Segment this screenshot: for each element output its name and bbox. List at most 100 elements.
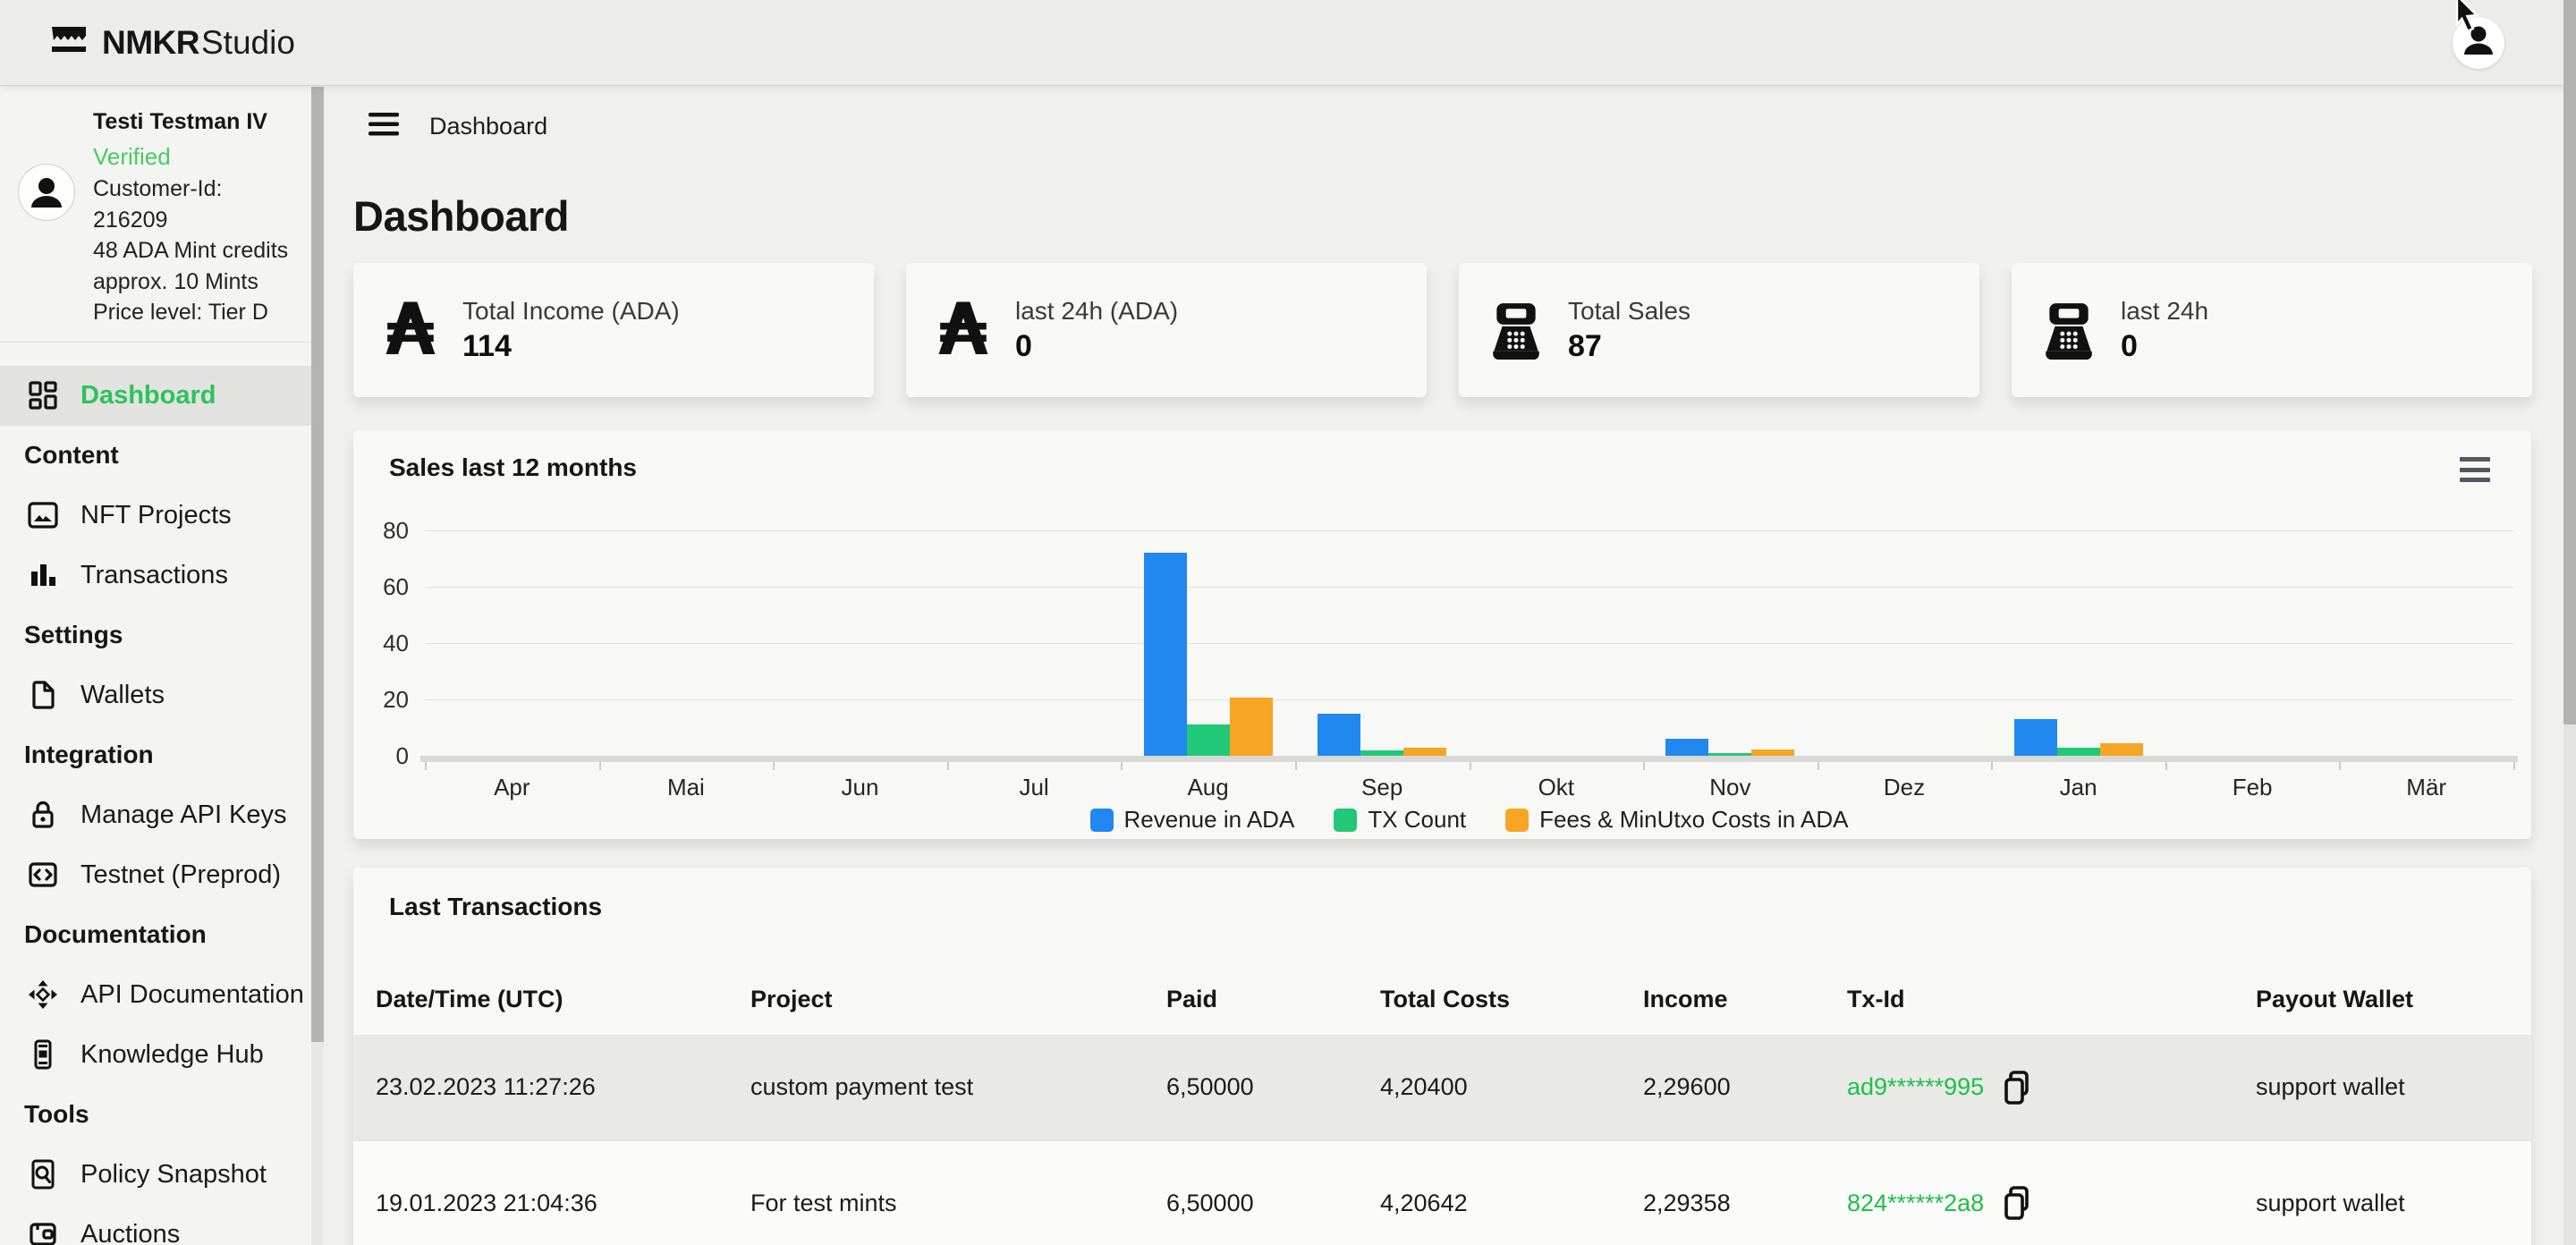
ada-icon: ₳ [378, 294, 443, 366]
legend-swatch [1334, 809, 1357, 832]
legend-label: Fees & MinUtxo Costs in ADA [1539, 806, 1848, 834]
wallet-icon [25, 1218, 61, 1245]
sidebar-user-avatar[interactable] [18, 164, 75, 221]
y-axis-tick-label: 80 [355, 517, 409, 545]
gridline [425, 643, 2513, 644]
hamburger-icon [369, 113, 401, 136]
bar-sep[interactable] [1360, 750, 1403, 756]
user-name: Testi Testman IV [93, 108, 297, 135]
user-menu-button[interactable] [2453, 17, 2504, 69]
book-icon [25, 1038, 61, 1071]
page-scrollbar-thumb[interactable] [2563, 0, 2576, 724]
legend-item[interactable]: Revenue in ADA [1090, 806, 1295, 834]
lock-icon [25, 799, 61, 831]
sidebar-item-label: Wallets [80, 681, 165, 710]
nmkr-logo-icon [50, 24, 88, 62]
stat-card-last24h-sales: last 24h 0 [2012, 263, 2532, 397]
column-header: Tx-Id [1847, 918, 2256, 1035]
column-header: Paid [1166, 918, 1380, 1035]
code-icon [25, 859, 61, 891]
table-title: Last Transactions [353, 868, 2531, 918]
cell-total-costs: 4,20642 [1380, 1141, 1643, 1245]
x-axis-tick [773, 762, 775, 770]
y-axis-tick-label: 40 [355, 630, 409, 657]
bar-aug[interactable] [1187, 724, 1230, 756]
legend-swatch [1505, 809, 1529, 832]
sidebar-user-block: Testi Testman IV Verified Customer-Id: 2… [0, 87, 311, 328]
nmkr-logo[interactable]: NMKRStudio [50, 24, 295, 62]
x-axis-label: Mai [599, 774, 774, 801]
stat-card-last24h-ada: ₳ last 24h (ADA) 0 [906, 263, 1427, 397]
bar-jan[interactable] [2057, 748, 2100, 756]
x-axis-label: Jan [1991, 774, 2165, 801]
bar-aug[interactable] [1144, 553, 1187, 756]
bar-nov[interactable] [1708, 753, 1751, 756]
cell-income: 2,29600 [1643, 1035, 1847, 1139]
sidebar-item-manage-api-keys[interactable]: Manage API Keys [0, 785, 311, 845]
topbar: NMKRStudio [0, 0, 2576, 86]
legend-label: Revenue in ADA [1124, 806, 1295, 834]
breadcrumb: Dashboard [429, 113, 547, 140]
sidebar-section-content: Content [0, 426, 311, 486]
tx-id-link[interactable]: ad9******995 [1847, 1073, 1984, 1101]
stat-cards-row: ₳ Total Income (ADA) 114 ₳ last 24h (ADA… [353, 263, 2532, 397]
stat-value: 0 [2121, 329, 2208, 364]
chart-legend: Revenue in ADA TX Count Fees & MinUtxo Cos… [425, 806, 2513, 834]
sales-chart-card: Sales last 12 months 020406080AprMaiJunJ… [353, 430, 2531, 839]
bar-jan[interactable] [2014, 719, 2057, 756]
sidebar-item-knowledge-hub[interactable]: Knowledge Hub [0, 1025, 311, 1085]
sidebar: Testi Testman IV Verified Customer-Id: 2… [0, 87, 311, 1245]
table-row: 23.02.2023 11:27:26 custom payment test … [353, 1035, 2531, 1139]
table-row: 19.01.2023 21:04:36 For test mints 6,500… [353, 1139, 2531, 1245]
sidebar-section-documentation: Documentation [0, 905, 311, 965]
cell-project: For test mints [750, 1141, 1166, 1245]
stat-label: last 24h [2121, 297, 2208, 326]
dashboard-icon [25, 379, 61, 411]
sidebar-item-dashboard[interactable]: Dashboard [0, 366, 311, 426]
tx-id-link[interactable]: 824******2a8 [1847, 1190, 1984, 1217]
x-axis-label: Mär [2339, 774, 2513, 801]
cash-register-icon [1484, 301, 1548, 360]
legend-item[interactable]: TX Count [1334, 806, 1466, 834]
sidebar-item-wallets[interactable]: Wallets [0, 665, 311, 725]
cash-register-icon [2037, 301, 2101, 360]
cell-payout-wallet: support wallet [2256, 1141, 2531, 1245]
user-approx-mints: approx. 10 Mints [93, 267, 297, 298]
bar-jan[interactable] [2100, 743, 2143, 756]
menu-toggle-button[interactable] [369, 113, 401, 140]
cell-income: 2,29358 [1643, 1141, 1847, 1245]
page-scrollbar[interactable] [2563, 0, 2576, 1245]
chart-menu-icon[interactable] [2460, 457, 2490, 482]
chart-title: Sales last 12 months [389, 453, 637, 482]
legend-item[interactable]: Fees & MinUtxo Costs in ADA [1505, 806, 1848, 834]
sidebar-scrollbar[interactable] [311, 87, 324, 1245]
table-header-row: Date/Time (UTC) Project Paid Total Costs… [353, 918, 2531, 1035]
x-axis-tick [599, 762, 601, 770]
logo-text-bold: NMKR [102, 24, 199, 61]
sidebar-item-api-documentation[interactable]: API Documentation [0, 965, 311, 1025]
sidebar-item-transactions[interactable]: Transactions [0, 546, 311, 606]
column-header: Income [1643, 918, 1847, 1035]
copy-icon[interactable] [2002, 1070, 2032, 1105]
bar-nov[interactable] [1751, 750, 1794, 756]
sidebar-item-policy-snapshot[interactable]: Policy Snapshot [0, 1145, 311, 1205]
page-title: Dashboard [353, 191, 569, 241]
sidebar-item-nft-projects[interactable]: NFT Projects [0, 486, 311, 546]
sidebar-item-auctions[interactable]: Auctions [0, 1205, 311, 1245]
gridline [425, 587, 2513, 588]
copy-icon[interactable] [2002, 1185, 2032, 1221]
bar-sep[interactable] [1403, 748, 1446, 756]
sidebar-item-label: API Documentation [80, 980, 304, 1010]
legend-label: TX Count [1368, 806, 1466, 834]
sidebar-item-testnet-preprod[interactable]: Testnet (Preprod) [0, 845, 311, 905]
x-axis-line [420, 756, 2518, 762]
arrows-icon [25, 978, 61, 1011]
bar-aug[interactable] [1230, 698, 1273, 756]
bar-nov[interactable] [1665, 739, 1708, 756]
x-axis-label: Sep [1295, 774, 1470, 801]
bar-sep[interactable] [1318, 714, 1360, 756]
sidebar-item-label: Testnet (Preprod) [80, 860, 281, 890]
ada-icon: ₳ [931, 294, 996, 366]
y-axis-tick-label: 20 [355, 686, 409, 714]
sidebar-scrollbar-thumb[interactable] [311, 87, 324, 1042]
